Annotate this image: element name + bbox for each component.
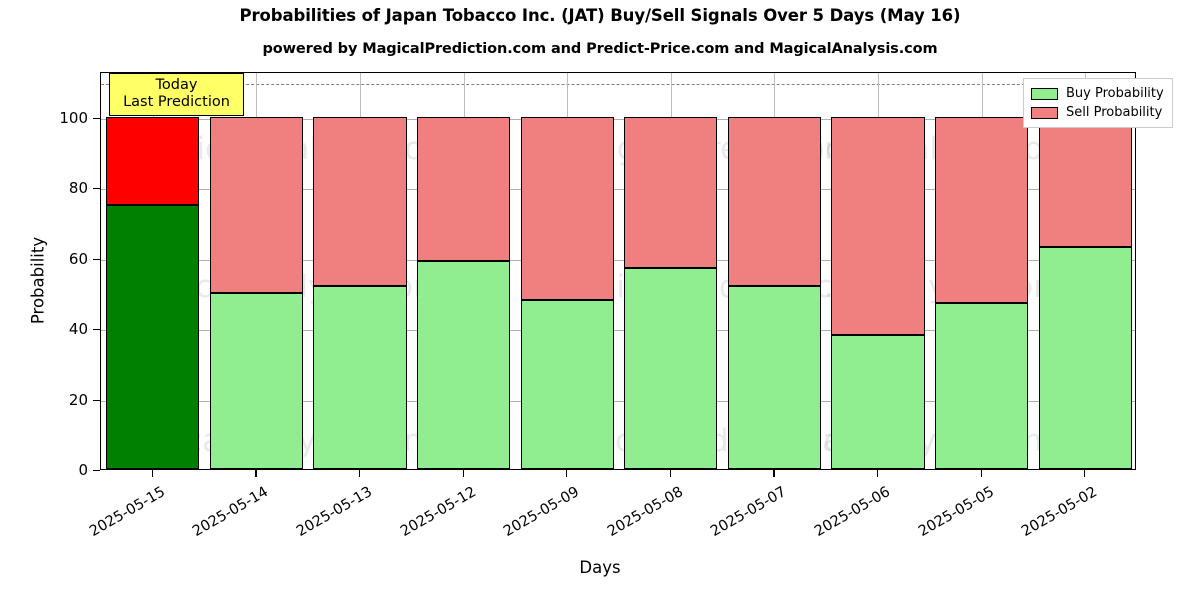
x-tick-label: 2025-05-02 — [1019, 484, 1101, 540]
legend-label-buy: Buy Probability — [1066, 86, 1164, 101]
x-tick-label: 2025-05-13 — [294, 484, 375, 540]
bar-segment-buy[interactable] — [106, 204, 200, 469]
y-tick-mark — [93, 470, 100, 472]
y-tick-label: 60 — [68, 249, 88, 268]
bar-segment-sell[interactable] — [313, 116, 407, 286]
bar-group[interactable] — [416, 71, 511, 469]
x-tick-mark — [359, 470, 361, 477]
bar-segment-buy[interactable] — [1038, 247, 1132, 469]
y-tick-label: 20 — [68, 390, 88, 409]
bar-segment-sell[interactable] — [624, 116, 718, 269]
annotation-line-2: Last Prediction — [123, 94, 230, 110]
bar-segment-buy[interactable] — [313, 285, 407, 469]
x-tick-label: 2025-05-05 — [915, 484, 997, 540]
x-axis-label: Days — [579, 558, 621, 577]
legend-item-sell: Sell Probability — [1031, 103, 1164, 122]
bar-segment-buy[interactable] — [831, 335, 925, 469]
bar-group[interactable] — [106, 71, 200, 469]
legend-swatch-sell — [1031, 106, 1058, 119]
today-annotation: Today Last Prediction — [109, 73, 244, 116]
bar-segment-sell[interactable] — [831, 116, 925, 336]
chart-subtitle: powered by MagicalPrediction.com and Pre… — [262, 41, 938, 57]
bar-group[interactable] — [313, 71, 407, 469]
legend-label-sell: Sell Probability — [1066, 105, 1163, 120]
bar-segment-buy[interactable] — [934, 303, 1029, 469]
x-tick-mark — [566, 470, 568, 477]
bar-segment-sell[interactable] — [934, 116, 1029, 304]
x-tick-label: 2025-05-14 — [190, 484, 272, 540]
y-tick-mark — [93, 258, 100, 260]
x-tick-label: 2025-05-07 — [708, 484, 790, 540]
bar-group[interactable] — [209, 71, 303, 469]
legend-item-buy: Buy Probability — [1031, 84, 1164, 103]
plot-area: MagicalAnalysis.comMagicalAnalysis.comMa… — [100, 72, 1136, 470]
bar-group[interactable] — [831, 71, 925, 469]
legend-swatch-buy — [1031, 87, 1058, 100]
bar-segment-sell[interactable] — [209, 116, 303, 293]
bar-group[interactable] — [520, 71, 614, 469]
bar-segment-sell[interactable] — [106, 116, 200, 205]
bar-group[interactable] — [727, 71, 821, 469]
bar-segment-sell[interactable] — [1038, 116, 1132, 248]
x-tick-label: 2025-05-09 — [501, 484, 583, 540]
x-tick-label: 2025-05-06 — [812, 484, 893, 540]
x-tick-mark — [773, 470, 775, 477]
bar-segment-buy[interactable] — [727, 285, 821, 469]
y-tick-mark — [93, 329, 100, 331]
bar-group[interactable] — [934, 71, 1029, 469]
x-tick-label: 2025-05-08 — [604, 484, 686, 540]
x-tick-mark — [1084, 470, 1086, 477]
bar-group[interactable] — [624, 71, 718, 469]
y-tick-mark — [93, 188, 100, 190]
y-tick-label: 0 — [78, 461, 88, 479]
y-axis-label: Probability — [28, 236, 48, 325]
chart-title: Probabilities of Japan Tobacco Inc. (JAT… — [239, 6, 961, 25]
y-gridline — [101, 330, 1135, 332]
y-tick-label: 80 — [68, 179, 88, 198]
chart-legend: Buy Probability Sell Probability — [1023, 78, 1173, 128]
y-gridline — [101, 400, 1135, 402]
x-tick-mark — [877, 470, 879, 477]
y-gridline — [101, 259, 1135, 261]
y-gridline — [101, 189, 1135, 191]
annotation-line-1: Today — [155, 77, 198, 93]
x-tick-mark — [255, 470, 257, 477]
bar-segment-buy[interactable] — [520, 299, 614, 469]
bar-segment-sell[interactable] — [727, 116, 821, 286]
y-tick-mark — [93, 399, 100, 401]
bar-segment-buy[interactable] — [209, 292, 303, 469]
y-tick-label: 100 — [59, 108, 88, 127]
x-tick-label: 2025-05-15 — [86, 484, 168, 540]
bar-group[interactable] — [1038, 71, 1132, 469]
reference-line — [101, 83, 1135, 85]
x-tick-mark — [151, 470, 153, 477]
y-tick-mark — [93, 117, 100, 119]
x-tick-mark — [669, 470, 671, 477]
bar-segment-sell[interactable] — [416, 116, 511, 262]
x-tick-label: 2025-05-12 — [397, 484, 479, 540]
y-gridline — [101, 118, 1135, 120]
x-tick-mark — [462, 470, 464, 477]
x-tick-mark — [980, 470, 982, 477]
bar-segment-sell[interactable] — [520, 116, 614, 300]
bar-segment-buy[interactable] — [416, 261, 511, 469]
bar-segment-buy[interactable] — [624, 268, 718, 469]
y-tick-label: 40 — [68, 320, 88, 339]
